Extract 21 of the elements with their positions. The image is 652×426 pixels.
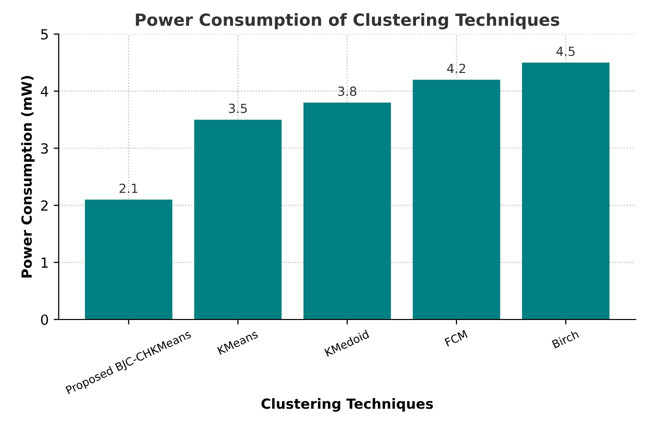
data-label: 2.1 (120, 184, 138, 193)
y-tick-label: 3 (41, 143, 48, 154)
bar (522, 62, 610, 320)
y-tick-label: 1 (42, 258, 48, 268)
bar (84, 200, 172, 320)
bar (412, 80, 500, 320)
x-tick-label: FCM (444, 330, 468, 347)
y-tick-label: 4 (40, 86, 48, 96)
x-axis-title: Clustering Techniques (261, 398, 433, 412)
y-axis-title: Power Consumption (mW) (21, 76, 35, 278)
data-label: 3.5 (228, 104, 247, 114)
y-tick-label: 5 (41, 29, 48, 40)
bar (303, 102, 391, 320)
chart-title: Power Consumption of Clustering Techniques (136, 13, 560, 30)
data-label: 4.2 (447, 64, 466, 73)
y-tick-label: 0 (41, 314, 48, 325)
bar (194, 120, 282, 320)
data-label: 4.5 (556, 46, 575, 56)
data-label: 3.8 (338, 86, 356, 96)
y-tick-label: 2 (41, 200, 48, 211)
x-tick-label: Birch (552, 330, 580, 348)
